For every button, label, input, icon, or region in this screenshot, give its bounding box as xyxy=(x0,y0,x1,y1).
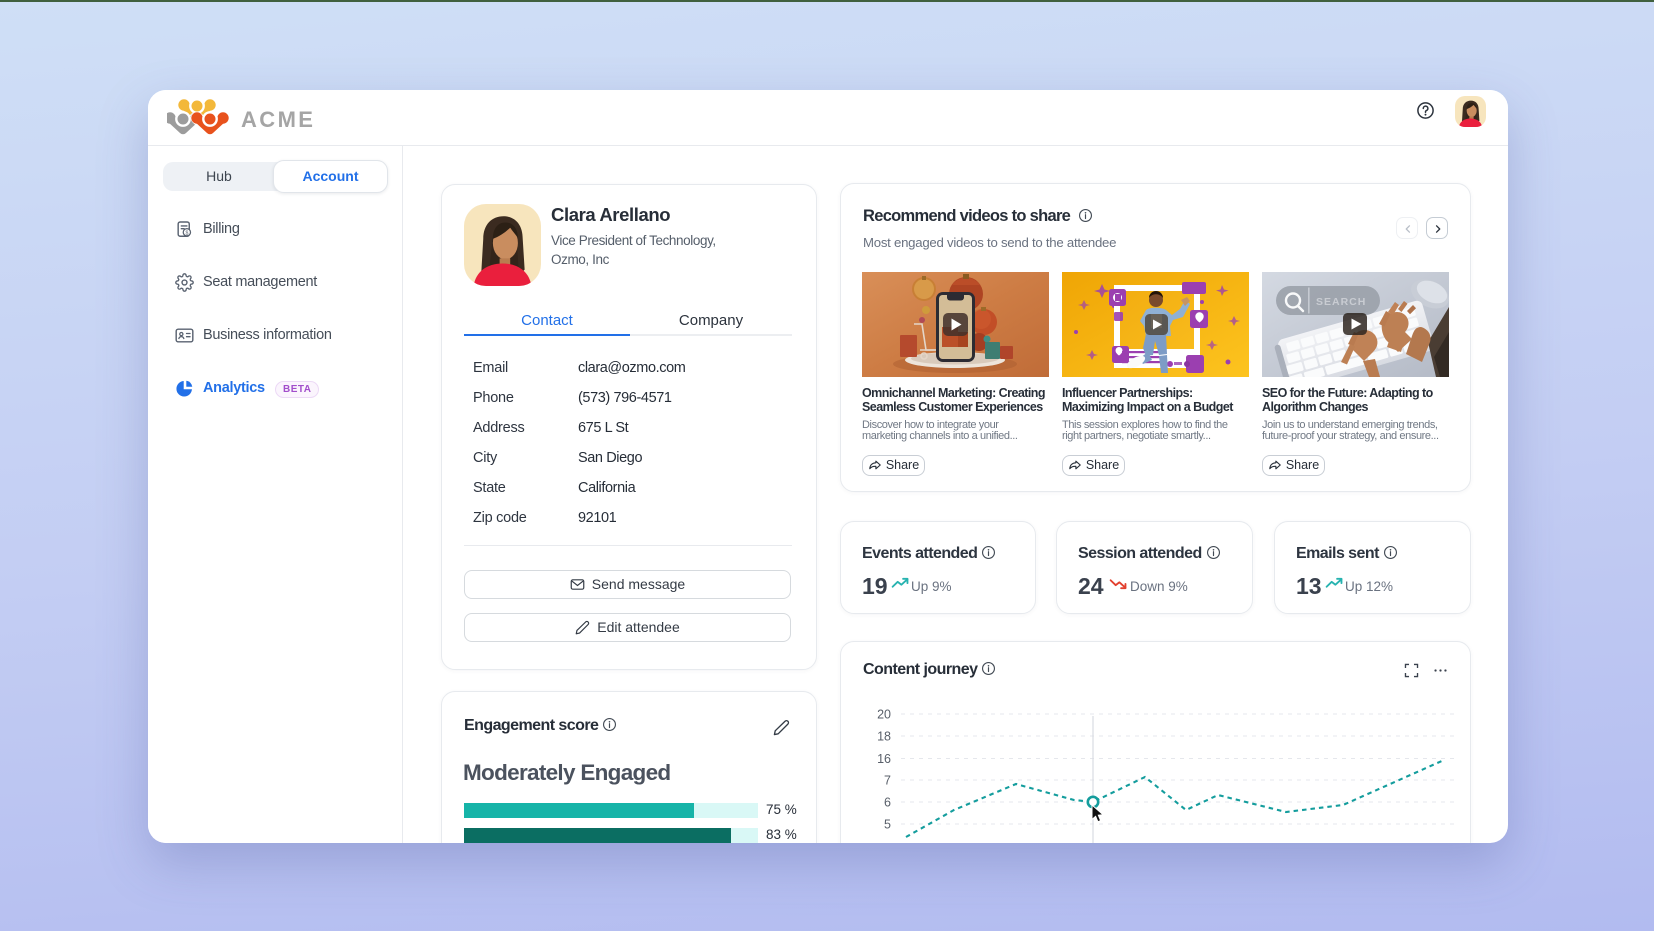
svg-text:6: 6 xyxy=(884,796,891,810)
svg-text:16: 16 xyxy=(877,752,891,766)
svg-text:SEARCH: SEARCH xyxy=(1316,296,1366,308)
svg-text:7: 7 xyxy=(884,774,891,788)
svg-text:18: 18 xyxy=(877,730,891,744)
svg-text:5: 5 xyxy=(884,818,891,832)
svg-text:20: 20 xyxy=(877,708,891,722)
